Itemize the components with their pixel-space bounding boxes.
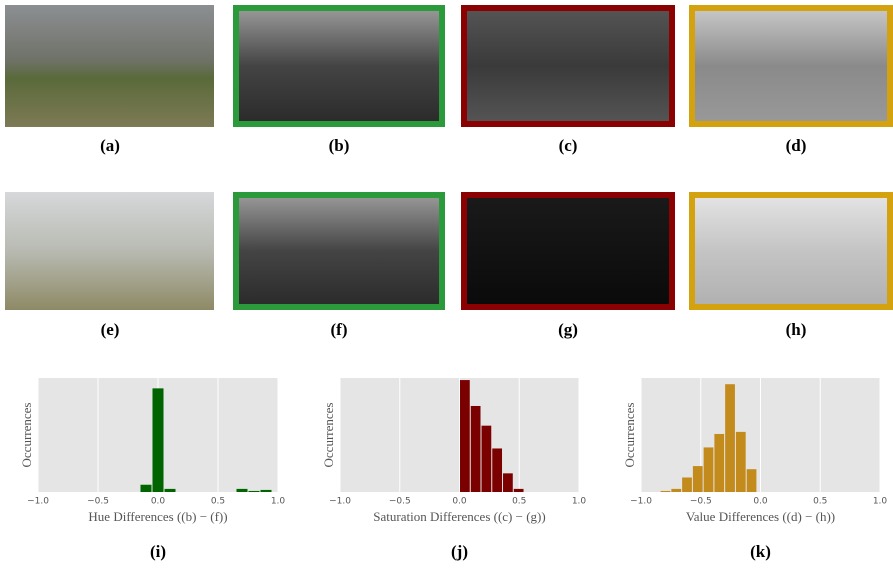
x-tick-label: −0.5: [87, 497, 109, 507]
panel-label: (h): [786, 320, 807, 339]
x-tick-label: −0.5: [690, 497, 712, 507]
x-axis-label: Value Differences ((d) − (h)): [686, 509, 835, 524]
bar: [237, 489, 248, 492]
panel-label: (c): [559, 136, 578, 155]
image: [692, 8, 890, 124]
x-tick-label: −1.0: [630, 497, 652, 507]
bar: [471, 406, 481, 492]
x-tick-label: 0.0: [151, 497, 166, 507]
panel-label: (i): [150, 542, 166, 561]
x-tick-label: 0.5: [211, 497, 225, 507]
panel-label: (f): [331, 320, 348, 339]
x-axis-label: Hue Differences ((b) − (f)): [88, 509, 227, 524]
image-row-1: [5, 5, 890, 127]
bar: [661, 491, 671, 492]
x-tick-label: 1.0: [873, 497, 888, 507]
x-axis-label: Saturation Differences ((c) − (g)): [373, 509, 545, 524]
panel-label: (a): [100, 136, 120, 155]
x-tick-label: −0.5: [389, 497, 411, 507]
histogram: −1.0 −0.5 0.0 0.5 1.0 Value Differences ((d) …: [622, 378, 887, 561]
bar: [725, 384, 735, 492]
bar: [671, 489, 681, 492]
bar: [714, 434, 724, 492]
image: [464, 8, 672, 124]
bar: [460, 380, 470, 492]
x-tick-label: 0.5: [813, 497, 827, 507]
bar: [482, 426, 492, 492]
bar: [704, 447, 714, 492]
bar: [682, 477, 692, 492]
x-tick-label: −1.0: [27, 497, 49, 507]
panel-label: (d): [786, 136, 807, 155]
bar: [736, 432, 746, 492]
panel-label: (e): [101, 320, 120, 339]
image: [236, 195, 442, 307]
y-axis-label: Occurrences: [622, 403, 637, 468]
bar: [249, 491, 260, 492]
bar: [503, 473, 513, 492]
bar: [514, 489, 524, 492]
histogram: −1.0 −0.5 0.0 0.5 1.0 Saturation Differences …: [321, 378, 586, 561]
image: [5, 192, 214, 310]
y-axis-label: Occurrences: [19, 403, 34, 468]
x-tick-label: 0.0: [753, 497, 768, 507]
histogram: −1.0 −0.5 0.0 0.5 1.0 Hue Differences ((b) − …: [19, 378, 285, 561]
x-tick-label: 1.0: [271, 497, 286, 507]
x-tick-label: 0.0: [452, 497, 467, 507]
panel-label: (j): [451, 542, 468, 561]
y-axis-label: Occurrences: [321, 403, 336, 468]
panel-label: (g): [558, 320, 578, 339]
bar: [165, 489, 176, 492]
image: [464, 195, 672, 307]
x-tick-label: −1.0: [329, 497, 351, 507]
image: [5, 5, 214, 127]
bar: [153, 388, 164, 492]
bar: [141, 485, 152, 492]
x-tick-label: 0.5: [512, 497, 526, 507]
figure: (a) (b) (c) (d) (e) (f) (g) (h) −1.0 −0.5 0.0 0.5 1.…: [0, 0, 893, 568]
bar: [261, 490, 272, 492]
image: [692, 195, 890, 307]
panel-label: (b): [329, 136, 350, 155]
image: [236, 8, 442, 124]
panel-label: (k): [750, 542, 771, 561]
bar: [492, 448, 502, 492]
bar: [693, 466, 703, 492]
image-row-2: [5, 192, 890, 310]
x-tick-label: 1.0: [572, 497, 587, 507]
bar: [747, 469, 757, 492]
